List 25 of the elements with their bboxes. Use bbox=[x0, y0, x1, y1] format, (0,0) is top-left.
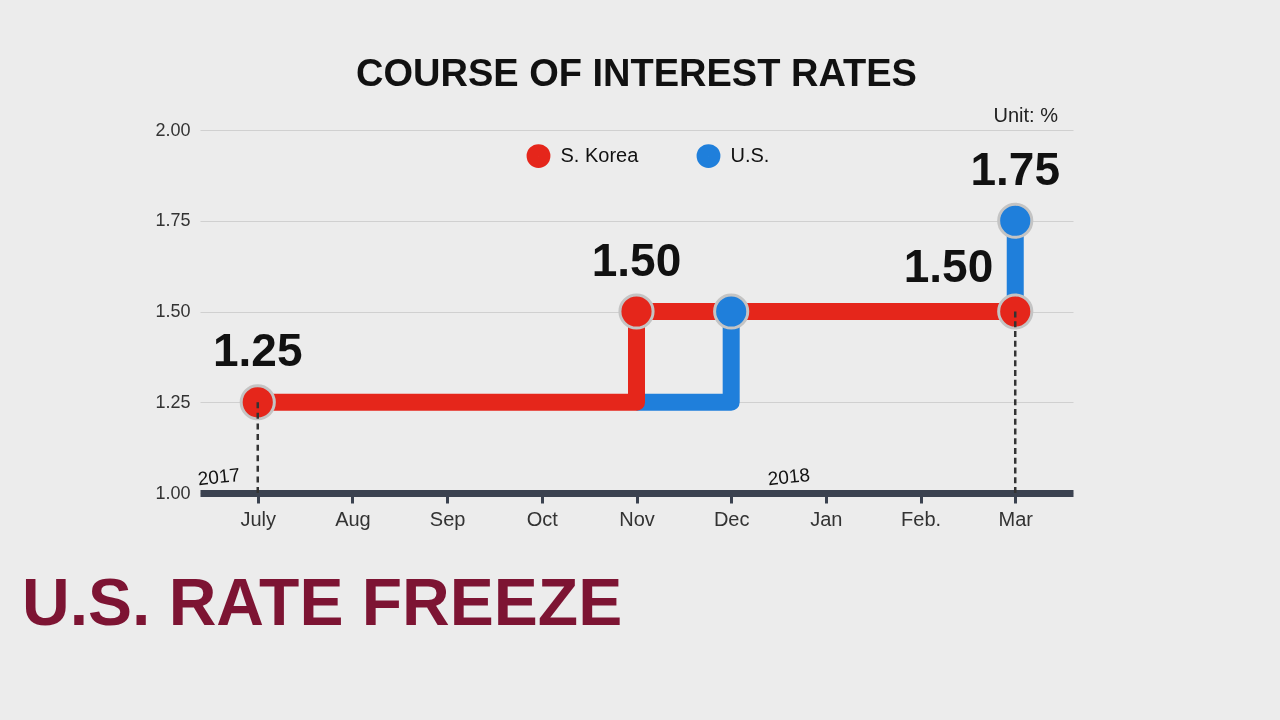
data-label: 1.50 bbox=[591, 233, 682, 286]
x-tick-label: Mar bbox=[998, 507, 1034, 530]
x-tick-label: Feb. bbox=[901, 507, 942, 530]
data-label: 1.50 bbox=[903, 239, 994, 292]
x-tick-label: Dec bbox=[713, 507, 750, 530]
x-tick-label: Jan bbox=[810, 507, 843, 530]
y-tick-label: 1.25 bbox=[155, 391, 191, 412]
legend-label: S. Korea bbox=[560, 144, 640, 167]
data-label: 1.75 bbox=[970, 142, 1061, 195]
y-tick-label: 2.00 bbox=[155, 119, 191, 140]
y-tick-label: 1.00 bbox=[155, 482, 191, 503]
text: U.S. RATE FREEZE bbox=[22, 565, 623, 639]
legend-label: U.S. bbox=[730, 144, 770, 167]
y-tick-label: 1.50 bbox=[155, 301, 191, 321]
annotation: 2017 bbox=[196, 463, 242, 490]
annotation: 2018 bbox=[766, 463, 812, 490]
x-tick-label: Nov bbox=[619, 507, 655, 530]
x-tick-label: Sep bbox=[429, 507, 466, 530]
text: Unit: % bbox=[993, 104, 1059, 126]
x-tick-label: Oct bbox=[526, 507, 559, 530]
x-tick-label: Aug bbox=[335, 507, 371, 530]
data-label: 1.25 bbox=[212, 324, 303, 377]
chart-title: COURSE OF INTEREST RATES bbox=[356, 52, 917, 94]
y-tick-label: 1.75 bbox=[155, 210, 191, 231]
x-tick-label: July bbox=[240, 507, 277, 530]
